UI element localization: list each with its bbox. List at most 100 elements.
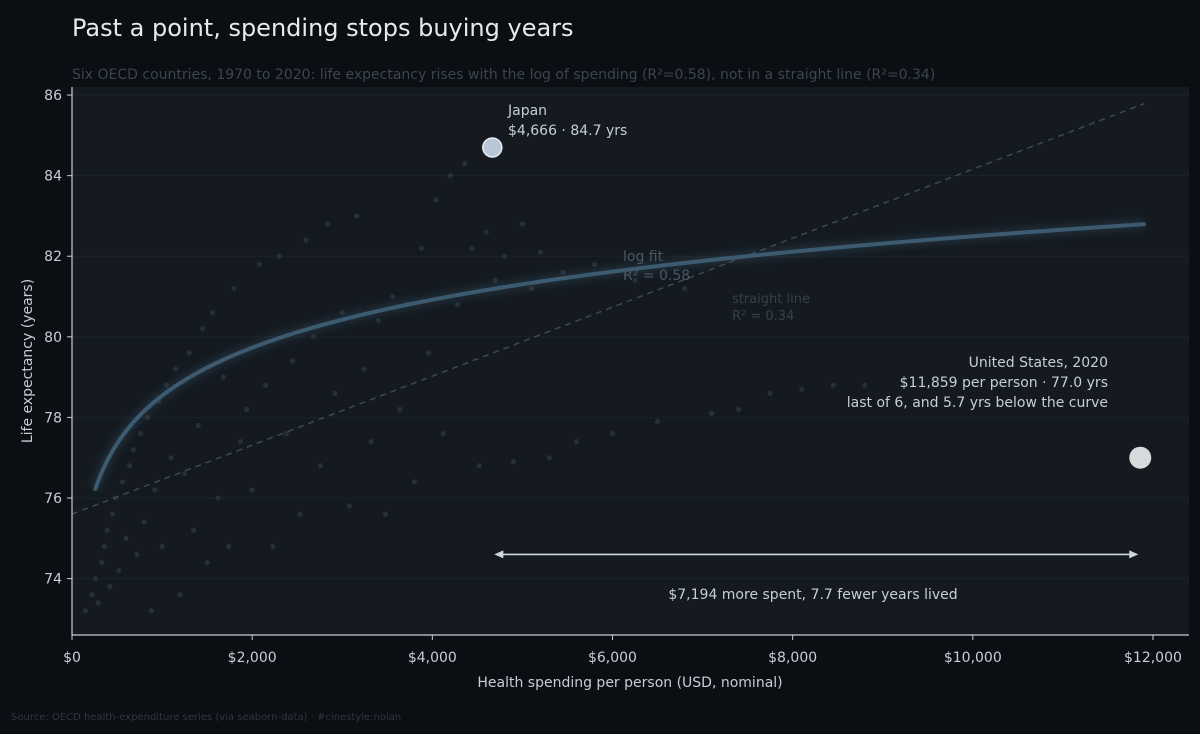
data-point [119,479,126,485]
japan-label: Japan [507,103,547,119]
data-point [591,261,598,267]
data-point [368,438,374,445]
data-point [116,567,122,574]
data-point [382,511,389,517]
data-point [735,406,742,412]
comparison-arrow [494,550,1139,559]
data-point [654,418,661,425]
data-point [440,430,446,437]
plot-area [72,87,1189,635]
data-point [297,511,303,517]
data-point [325,221,331,227]
data-point [92,575,99,582]
data-point [231,285,237,292]
y-tick-label: 84 [44,169,62,185]
highlight-points [482,137,1152,469]
data-point [191,527,197,533]
data-point [99,559,105,566]
x-tick-label: $4,000 [408,650,457,666]
data-point [318,463,324,469]
data-point [537,249,544,255]
data-point [609,430,616,437]
data-point [708,410,715,416]
data-point [109,511,116,517]
y-tick-label: 74 [44,572,62,588]
data-point [346,503,353,509]
data-point [375,318,381,324]
data-point [89,592,95,598]
data-point [134,551,140,558]
arrowhead-right [1129,550,1139,559]
data-point [501,253,507,259]
data-point [82,608,89,614]
data-point [339,310,345,316]
data-point [107,584,113,590]
data-point [290,358,296,364]
japan-point [482,137,503,158]
x-tick-label: $10,000 [944,650,1002,666]
x-tick-label: $0 [63,650,81,666]
linear-fit-r2: R² = 0.34 [732,309,794,324]
data-point [361,366,367,372]
linear-fit-label: straight line [732,292,810,307]
data-point [492,277,498,284]
y-tick-label: 76 [44,491,62,507]
arrowhead-left [494,550,504,559]
us-annotation: United States, 2020 $11,859 per person ·… [847,355,1108,411]
gridlines [72,94,1189,580]
data-point [127,463,133,469]
data-point [104,527,110,533]
data-point [462,160,468,167]
y-tick-label: 78 [44,410,62,426]
data-point [249,487,255,493]
data-point [137,430,144,437]
x-tick-label: $6,000 [588,650,637,666]
chart-title: Past a point, spending stops buying year… [72,14,574,42]
y-tick-label: 80 [44,330,62,346]
data-point [101,543,108,549]
us-values: $11,859 per person · 77.0 yrs [900,375,1108,391]
data-point [799,386,805,392]
linear-fit-line [71,102,1145,515]
log-fit-label: log fit [623,249,664,265]
fit-lines [71,102,1146,515]
data-point [510,459,516,465]
data-point [172,366,179,372]
data-point [244,406,250,412]
data-point [148,608,154,614]
data-point [270,543,276,549]
x-axis-label: Health spending per person (USD, nominal… [477,675,782,691]
x-tick-label: $8,000 [768,650,817,666]
data-point [767,390,773,396]
x-tick-label: $2,000 [228,650,277,666]
data-point [204,559,210,566]
data-point [200,326,206,332]
data-point [145,414,151,421]
data-point [310,334,317,340]
data-point [283,430,289,437]
chart-subtitle: Six OECD countries, 1970 to 2020: life e… [72,67,935,83]
data-point [483,229,489,235]
axes [67,87,1189,640]
data-point [186,350,192,356]
data-point [418,245,425,251]
y-axis-label: Life expectancy (years) [20,279,36,443]
japan-annotation: Japan $4,666 · 84.7 yrs [507,103,627,139]
data-point [519,221,526,227]
data-point [220,374,226,380]
comparison-label: $7,194 more spent, 7.7 fewer years lived [668,587,957,603]
data-point [830,382,836,388]
data-point [123,535,129,541]
data-point [681,285,688,292]
data-point [95,600,101,606]
data-point [426,350,432,356]
data-point [263,382,269,388]
data-point [469,245,475,251]
linear-fit-annotation: straight line R² = 0.34 [732,292,810,324]
data-point [447,173,453,179]
data-point [303,237,309,243]
tick-labels: $0 $2,000 $4,000 $6,000 $8,000 $10,000 $12,000… [44,88,1182,666]
data-point [182,471,188,477]
data-point [195,422,201,429]
